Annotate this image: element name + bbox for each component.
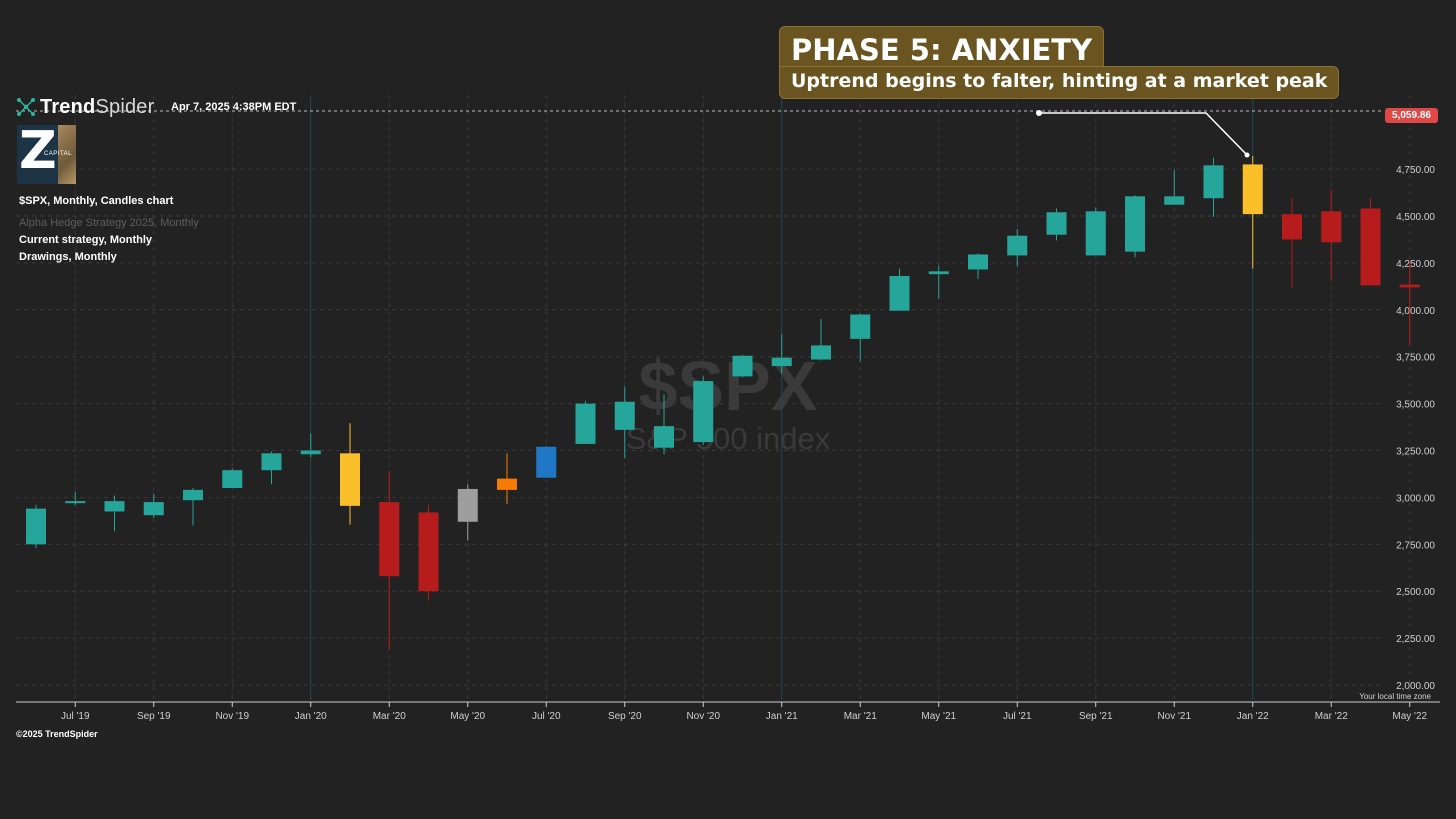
y-tick-label: 3,000.00	[1396, 493, 1435, 504]
x-tick-label: Nov '21	[1157, 711, 1191, 722]
candle-body	[1203, 165, 1224, 199]
y-tick-label: 2,250.00	[1396, 634, 1435, 645]
candle-body	[693, 381, 714, 443]
y-tick-label: 2,000.00	[1396, 681, 1435, 692]
candle-body	[732, 355, 753, 377]
candle-body	[1360, 208, 1381, 286]
x-tick-label: Sep '19	[137, 711, 171, 722]
x-tick-label: Sep '20	[608, 711, 642, 722]
candle-body	[418, 512, 439, 592]
candle-body	[222, 470, 243, 489]
candle-body	[771, 357, 792, 367]
candle-body	[1007, 235, 1028, 256]
x-tick-label: Jul '20	[532, 711, 561, 722]
candle-body	[1046, 212, 1067, 235]
brand-name-thin: Spider	[95, 95, 155, 118]
candle-body	[889, 276, 910, 311]
x-tick-label: May '22	[1392, 711, 1427, 722]
logo-caption: CAPITAL	[43, 151, 72, 157]
x-tick-label: May '21	[921, 711, 956, 722]
candle-body	[340, 453, 360, 506]
y-tick-label: 2,750.00	[1396, 540, 1435, 551]
spider-network-icon	[17, 98, 35, 116]
x-tick-label: Jan '22	[1237, 711, 1269, 722]
x-tick-label: Nov '19	[215, 711, 249, 722]
candle-body	[928, 271, 949, 275]
trendspider-logo: TrendSpider	[16, 96, 154, 118]
x-tick-label: Jul '21	[1003, 711, 1032, 722]
candle-body	[968, 254, 988, 270]
copyright-footer: ©2025 TrendSpider	[16, 729, 98, 739]
y-tick-label: 2,500.00	[1396, 587, 1435, 598]
x-tick-label: Mar '20	[373, 711, 406, 722]
candle-body	[1399, 285, 1420, 288]
candle-body	[104, 501, 125, 512]
y-tick-label: 3,250.00	[1396, 447, 1435, 458]
callout-connector	[1039, 112, 1248, 156]
y-tick-label: 3,500.00	[1396, 400, 1435, 411]
timestamp: Apr 7, 2025 4:38PM EDT	[171, 101, 297, 113]
x-tick-label: Jan '20	[295, 711, 327, 722]
x-tick-label: Nov '20	[686, 711, 720, 722]
y-tick-label: 4,750.00	[1396, 165, 1435, 176]
candle-body	[183, 489, 203, 501]
candle-body	[379, 502, 400, 577]
x-tick-label: Jan '21	[766, 711, 798, 722]
candle-body	[850, 314, 871, 339]
price-badge: 5,059.86	[1385, 108, 1438, 123]
timezone-note: Your local time zone	[1359, 692, 1431, 701]
candle-body	[65, 501, 86, 504]
y-tick-label: 3,750.00	[1396, 353, 1435, 364]
y-tick-label: 4,500.00	[1396, 212, 1435, 223]
candle-body	[1321, 211, 1342, 243]
callout-anchor-dot	[1036, 110, 1042, 116]
candle-body	[536, 446, 557, 478]
candle-body	[1085, 211, 1106, 256]
x-tick-label: Mar '22	[1315, 711, 1348, 722]
candle-body	[1164, 196, 1185, 205]
x-tick-label: Sep '21	[1079, 711, 1113, 722]
strategy-info-dim[interactable]: Alpha Hedge Strategy 2025, Monthly	[19, 217, 199, 229]
candle-body	[497, 478, 517, 490]
callout-title: PHASE 5: ANXIETY	[779, 26, 1105, 72]
symbol-info[interactable]: $SPX, Monthly, Candles chart	[19, 195, 174, 207]
z-capital-logo: Z CAPITAL	[17, 121, 76, 184]
callout-subtitle: Uptrend begins to falter, hinting at a m…	[779, 66, 1340, 99]
current-strategy-info[interactable]: Current strategy, Monthly	[19, 234, 153, 246]
candle-body	[1125, 196, 1145, 252]
candle-body	[1282, 214, 1302, 240]
candle-body	[811, 345, 831, 360]
candle-body	[26, 508, 46, 545]
callout-target-dot	[1244, 152, 1250, 158]
candle-body	[261, 453, 282, 471]
x-tick-label: May '20	[450, 711, 485, 722]
candle-body	[1242, 164, 1263, 215]
candle-body	[575, 403, 596, 444]
candle-body	[614, 401, 635, 430]
drawings-info[interactable]: Drawings, Monthly	[19, 251, 117, 263]
y-tick-label: 4,000.00	[1396, 306, 1435, 317]
y-tick-label: 4,250.00	[1396, 259, 1435, 270]
brand-name-bold: Trend	[40, 95, 96, 118]
candle-body	[654, 426, 674, 448]
x-tick-label: Mar '21	[844, 711, 877, 722]
candle-body	[300, 450, 321, 455]
x-tick-label: Jul '19	[61, 711, 90, 722]
candle-body	[143, 502, 164, 516]
logo-letter: Z	[19, 121, 57, 181]
candle-body	[457, 488, 478, 522]
